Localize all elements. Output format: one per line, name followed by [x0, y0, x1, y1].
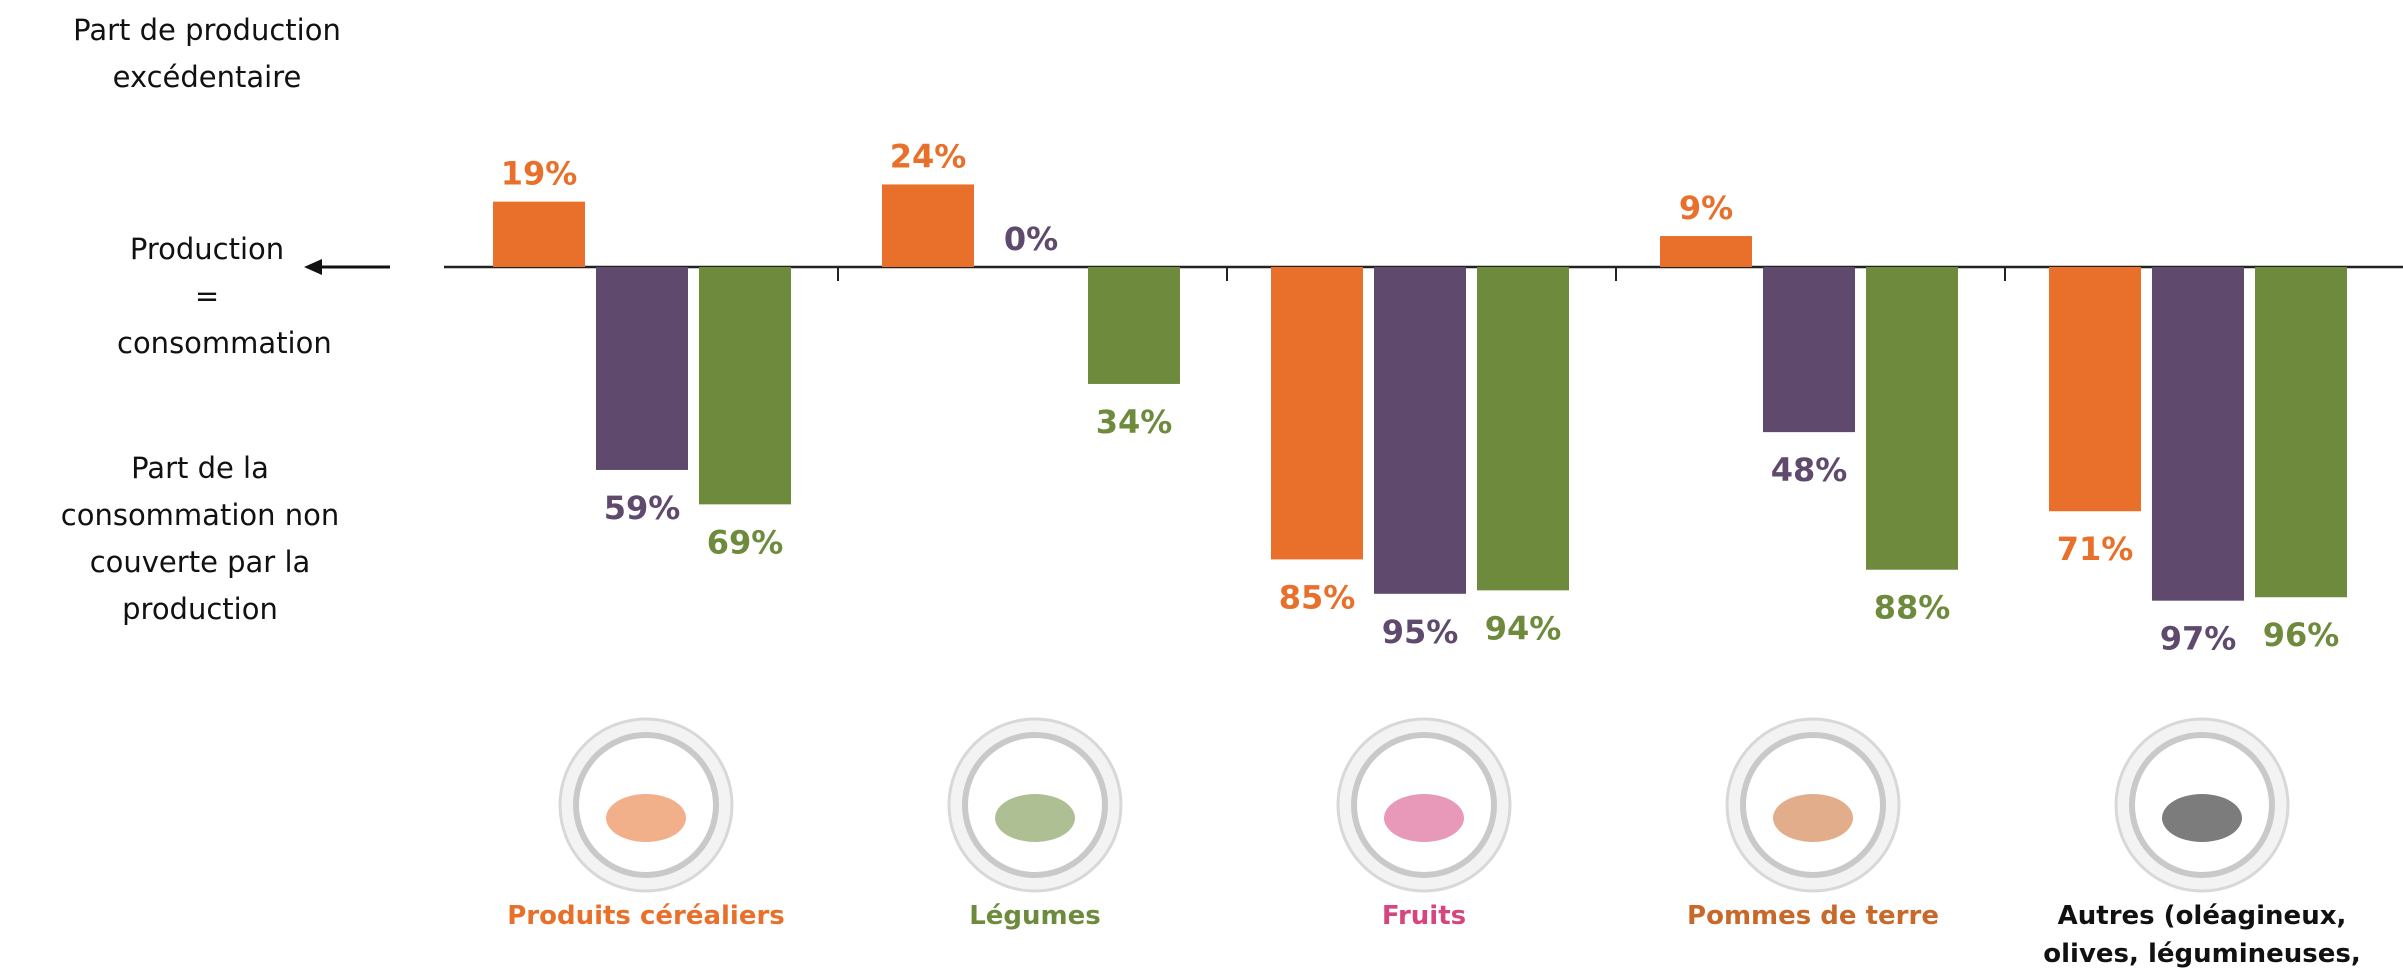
annotation: Part de la consommation non couverte par… — [0, 445, 410, 633]
value-label: 69% — [707, 523, 784, 561]
bar — [1866, 267, 1958, 570]
category-label: Pommes de terre — [1623, 897, 2003, 935]
bar — [2152, 267, 2244, 601]
bar — [493, 202, 585, 267]
annotation: Part de production excédentaire — [7, 7, 407, 101]
value-label: 88% — [1874, 589, 1951, 627]
bar — [1477, 267, 1569, 590]
bar — [882, 184, 974, 267]
bar — [1763, 267, 1855, 432]
value-label: 19% — [501, 155, 578, 193]
bar — [699, 267, 791, 504]
value-label: 85% — [1279, 578, 1356, 616]
value-label: 96% — [2263, 616, 2340, 654]
value-label: 94% — [1485, 609, 1562, 647]
bar — [596, 267, 688, 470]
bar — [2255, 267, 2347, 597]
category-label: Autres (oléagineux, olives, légumineuses… — [2012, 897, 2392, 970]
value-label: 24% — [890, 137, 967, 175]
category-icon-food — [1384, 794, 1464, 842]
bar — [2049, 267, 2141, 511]
category-label: Fruits — [1234, 897, 1614, 935]
bar — [1660, 236, 1752, 267]
value-label: 59% — [604, 489, 681, 527]
chart: 19% 59% 69% 24% 0% 34% 85% 95% 94% 9% 48% 88% 71% 97%… — [0, 0, 2403, 970]
category-icon-food — [2162, 794, 2242, 842]
bar — [1088, 267, 1180, 384]
category-icon-food — [995, 794, 1075, 842]
category-label: Produits céréaliers — [456, 897, 836, 935]
bar — [1374, 267, 1466, 594]
bar — [1271, 267, 1363, 559]
value-label: 34% — [1096, 403, 1173, 441]
category-label: Légumes — [845, 897, 1225, 935]
annotation: Production = consommation — [7, 226, 407, 367]
value-label: 0% — [1004, 220, 1058, 258]
category-icon-food — [1773, 794, 1853, 842]
value-label: 95% — [1382, 613, 1459, 651]
category-icon-food — [606, 794, 686, 842]
value-label: 97% — [2160, 620, 2237, 658]
value-label: 9% — [1679, 189, 1733, 227]
value-label: 48% — [1771, 451, 1848, 489]
value-label: 71% — [2057, 530, 2134, 568]
